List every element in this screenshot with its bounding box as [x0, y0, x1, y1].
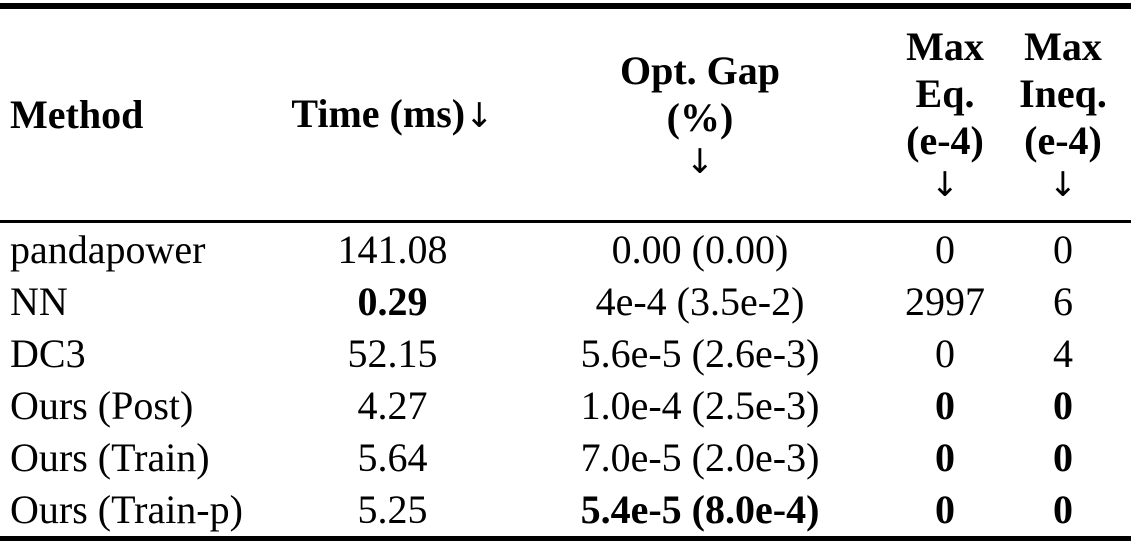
down-arrow-icon: ↓	[1048, 165, 1078, 205]
column-header-max-eq: Max Eq. (e-4) ↓	[895, 23, 995, 206]
table-top-rule	[0, 3, 1131, 9]
time-cell: 4.27	[357, 382, 428, 428]
table-row: Ours (Train) 5.64 7.0e-5 (2.0e-3) 0 0	[0, 431, 1131, 483]
opt-gap-header-line2: (%)	[666, 94, 734, 140]
max-ineq-cell: 0	[1053, 382, 1073, 428]
opt-gap-cell: 5.6e-5 (2.6e-3)	[580, 331, 820, 377]
opt-gap-header-line1: Opt. Gap	[619, 47, 781, 93]
down-arrow-icon: ↓	[930, 165, 960, 205]
column-header-opt-gap: Opt. Gap (%) ↓	[505, 47, 895, 183]
max-eq-cell: 0	[935, 227, 955, 273]
table-header-separator-rule	[0, 220, 1131, 223]
method-header-label: Method	[10, 92, 144, 137]
max-ineq-cell: 4	[1053, 331, 1073, 377]
down-arrow-icon: ↓	[685, 141, 715, 182]
opt-gap-cell: 7.0e-5 (2.0e-3)	[580, 434, 820, 480]
opt-gap-cell: 0.00 (0.00)	[611, 227, 789, 273]
table-row: pandapower 141.08 0.00 (0.00) 0 0	[0, 224, 1131, 276]
max-eq-cell: 0	[935, 486, 955, 532]
max-eq-header-line1: Max	[906, 24, 984, 69]
column-header-max-ineq: Max Ineq. (e-4) ↓	[995, 23, 1131, 206]
table-row: DC3 52.15 5.6e-5 (2.6e-3) 0 4	[0, 328, 1131, 380]
max-eq-header-line2: Eq.	[915, 71, 975, 116]
max-ineq-cell: 0	[1053, 227, 1073, 273]
max-eq-cell: 0	[935, 331, 955, 377]
max-ineq-header-line2: Ineq.	[1019, 71, 1107, 116]
max-eq-cell: 0	[935, 434, 955, 480]
column-header-time: Time (ms)↓	[280, 90, 505, 140]
table-row: Ours (Post) 4.27 1.0e-4 (2.5e-3) 0 0	[0, 379, 1131, 431]
method-cell: pandapower	[10, 227, 206, 273]
down-arrow-icon: ↓	[465, 95, 494, 136]
max-ineq-header-line3: (e-4)	[1024, 118, 1102, 163]
method-cell: Ours (Train-p)	[10, 486, 243, 532]
table-bottom-rule	[0, 536, 1131, 541]
method-cell: Ours (Post)	[10, 382, 194, 428]
column-header-method: Method	[0, 91, 280, 138]
method-cell: NN	[10, 279, 68, 325]
table-row: NN 0.29 4e-4 (3.5e-2) 2997 6	[0, 276, 1131, 328]
time-cell: 5.25	[357, 486, 428, 532]
time-header-label: Time (ms)	[291, 90, 466, 136]
method-cell: DC3	[10, 331, 86, 377]
time-cell: 52.15	[347, 331, 438, 377]
max-eq-cell: 2997	[905, 279, 985, 325]
max-ineq-cell: 0	[1053, 434, 1073, 480]
max-eq-cell: 0	[935, 382, 955, 428]
time-cell: 0.29	[357, 279, 428, 325]
max-ineq-header-line1: Max	[1024, 24, 1102, 69]
max-ineq-cell: 6	[1053, 279, 1073, 325]
table-body: pandapower 141.08 0.00 (0.00) 0 0 NN 0.2…	[0, 224, 1131, 535]
time-cell: 5.64	[357, 434, 428, 480]
opt-gap-cell: 1.0e-4 (2.5e-3)	[580, 382, 820, 428]
table-header-row: Method Time (ms)↓ Opt. Gap (%) ↓ Max Eq.…	[0, 9, 1131, 220]
time-cell: 141.08	[337, 227, 448, 273]
opt-gap-cell: 5.4e-5 (8.0e-4)	[580, 486, 820, 532]
opt-gap-cell: 4e-4 (3.5e-2)	[595, 279, 805, 325]
method-cell: Ours (Train)	[10, 434, 210, 480]
table-row: Ours (Train-p) 5.25 5.4e-5 (8.0e-4) 0 0	[0, 483, 1131, 535]
max-eq-header-line3: (e-4)	[906, 118, 984, 163]
max-ineq-cell: 0	[1053, 486, 1073, 532]
